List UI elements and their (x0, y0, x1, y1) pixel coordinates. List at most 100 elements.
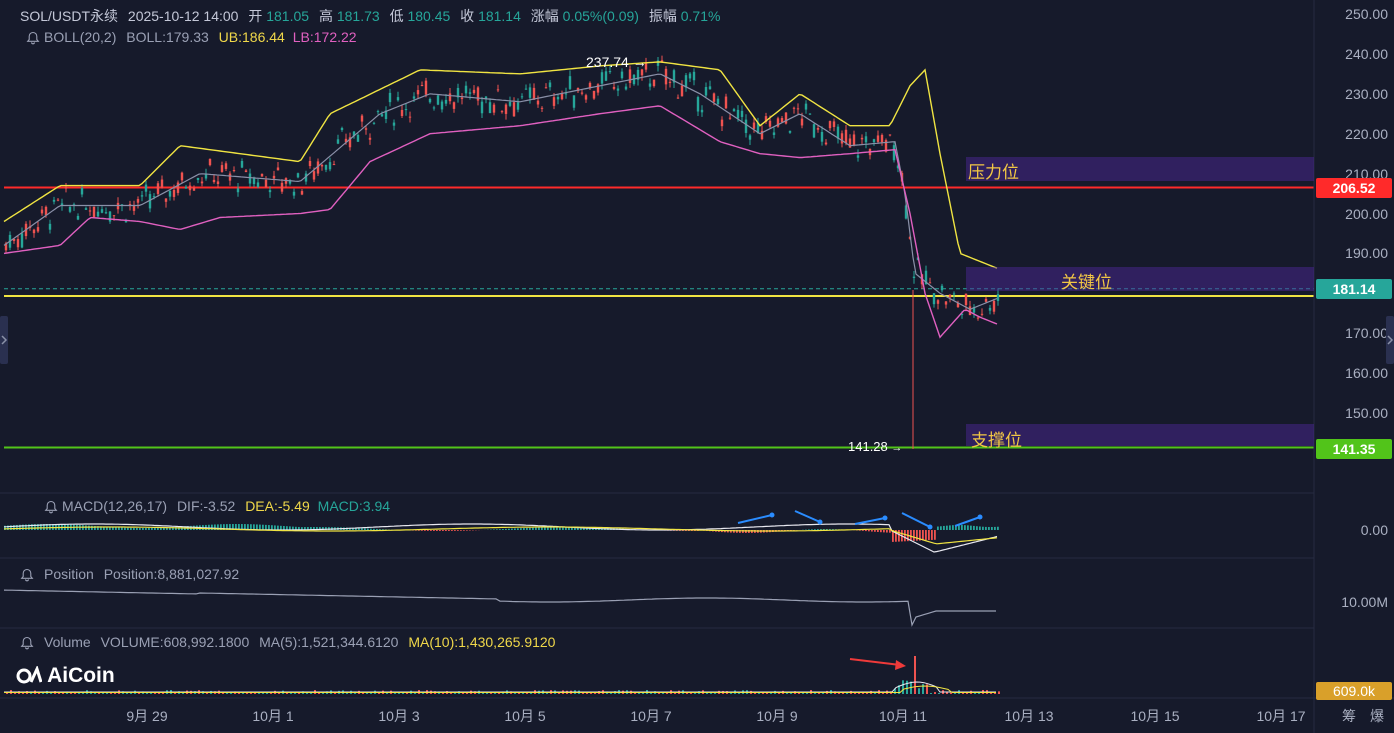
candle-body (952, 293, 956, 295)
chip-button[interactable]: 筹 (1342, 708, 1356, 724)
macd-bar (169, 527, 171, 530)
candle-body (556, 97, 560, 100)
candle-body (240, 160, 244, 168)
volume-bar (310, 692, 312, 694)
candle-body (204, 174, 208, 179)
macd-bar (157, 527, 159, 530)
candle-body (652, 79, 656, 87)
candle-body (576, 88, 580, 92)
date-tick: 10月 13 (1004, 708, 1054, 724)
candle-body (864, 136, 868, 143)
volume-bar (954, 692, 956, 694)
candle-body (356, 134, 360, 142)
macd-bar (577, 527, 579, 530)
candle-body (292, 191, 296, 196)
macd-bar (928, 530, 930, 541)
macd-bar (571, 527, 573, 530)
volume-bar (922, 684, 924, 694)
bell-icon[interactable] (20, 568, 34, 582)
candle-body (844, 129, 848, 144)
volume-name[interactable]: Volume (44, 634, 91, 650)
volume-bar (162, 692, 164, 694)
boll-mid-line (3, 73, 998, 310)
candle-body (828, 121, 832, 129)
candle-body (456, 87, 460, 98)
macd-bar (160, 527, 162, 530)
candle-body (336, 139, 340, 144)
macd-bar (280, 525, 282, 530)
price-tick: 220.00 (1345, 125, 1388, 142)
macd-bar (940, 526, 942, 530)
macd-bar (46, 524, 48, 530)
volume-tag: 609.0k (1316, 682, 1392, 700)
macd-bar (865, 530, 867, 532)
candle-body (108, 211, 112, 222)
candle-body (540, 107, 544, 109)
candle-body (616, 88, 620, 91)
macd-bar (565, 527, 567, 530)
candle-body (84, 208, 88, 210)
candle-body (596, 84, 600, 93)
position-name[interactable]: Position (44, 566, 94, 582)
macd-dif-line (3, 523, 998, 553)
volume-bar (902, 680, 904, 694)
macd-bar (892, 530, 894, 542)
macd-bar (508, 528, 510, 530)
high-value: 181.73 (336, 8, 380, 24)
support-zone (966, 424, 1314, 446)
bell-icon[interactable] (26, 31, 40, 45)
macd-bar (688, 530, 690, 531)
volume-bar (898, 685, 900, 694)
macd-bar (448, 530, 450, 531)
aicoin-logo: AiCoin (16, 664, 115, 688)
candle-body (732, 109, 736, 112)
candle-body (976, 317, 980, 319)
candle-body (224, 163, 228, 169)
macd-arrow-line (794, 510, 821, 523)
volume-bar (822, 692, 824, 694)
macd-name[interactable]: MACD(12,26,17) (62, 498, 168, 514)
macd-bar (439, 530, 441, 531)
macd-bar (817, 529, 819, 530)
candle-body (544, 87, 548, 89)
candle-body (848, 138, 852, 148)
macd-bar (271, 525, 273, 530)
candle-body (796, 108, 800, 110)
symbol-title[interactable]: SOL/USDT永续 (20, 8, 119, 24)
macd-arrow-head (882, 515, 888, 521)
macd-bar (352, 527, 354, 530)
candle-body (52, 199, 56, 202)
volume-bar (246, 692, 248, 694)
candle-body (528, 87, 532, 98)
candle-body (420, 85, 424, 87)
candle-body (564, 93, 568, 95)
volume-bar (638, 692, 640, 694)
macd-bar (418, 530, 420, 531)
candle-body (260, 173, 264, 177)
right-collapse-tab[interactable] (1386, 316, 1394, 364)
left-collapse-tab[interactable] (0, 316, 8, 364)
bell-icon[interactable] (20, 636, 34, 650)
bell-icon[interactable] (44, 500, 58, 514)
candle-body (800, 118, 804, 126)
macd-bar (514, 528, 516, 530)
macd-bar (163, 527, 165, 530)
boll-name[interactable]: BOLL(20,2) (44, 29, 117, 45)
macd-bar (538, 527, 540, 530)
volume-bar (406, 692, 408, 694)
macd-bar (427, 530, 429, 531)
macd-bar (868, 530, 870, 532)
macd-bar (814, 529, 816, 530)
candlestick-series (4, 55, 1000, 321)
volume-bar (642, 692, 644, 694)
macd-bar (220, 524, 222, 530)
liquidation-button[interactable]: 爆 (1370, 708, 1384, 724)
volume-bar (846, 692, 848, 694)
candle-body (392, 122, 396, 126)
volume-ma5-line (4, 681, 996, 693)
macd-value: MACD:3.94 (317, 498, 391, 514)
macd-bar (379, 529, 381, 530)
macd-bar (547, 527, 549, 530)
macd-bar (919, 530, 921, 541)
